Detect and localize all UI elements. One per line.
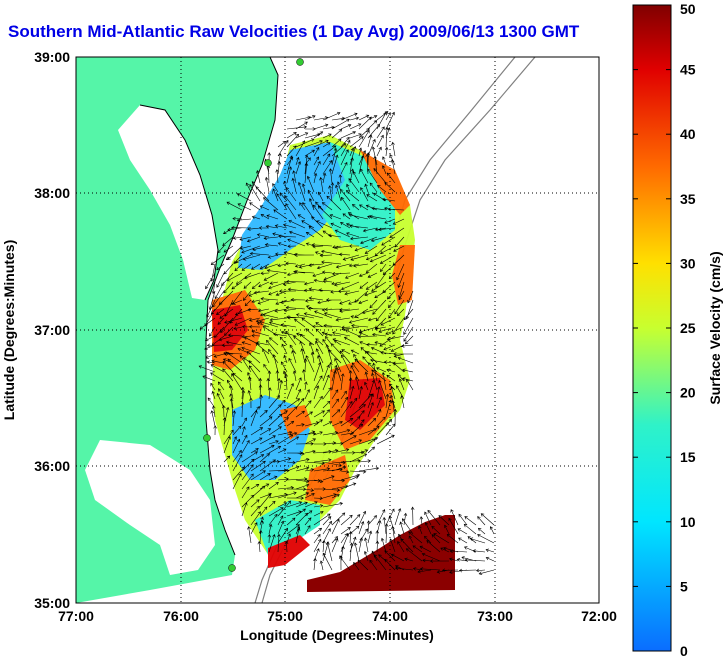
grid-lines — [76, 57, 599, 603]
high-velocity-swath — [307, 515, 455, 592]
map-title: Southern Mid-Atlantic Raw Velocities (1 … — [8, 22, 580, 41]
colorbar-tick-label: 50 — [680, 1, 696, 17]
x-tick-label: 77:00 — [58, 608, 94, 624]
velocity-arrows — [198, 111, 495, 575]
station-markers — [203, 58, 304, 572]
x-axis: 77:00 76:00 75:00 74:00 73:00 72:00 Long… — [58, 608, 617, 643]
y-axis: 39:00 38:00 37:00 36:00 35:00 Latitude (… — [1, 49, 70, 611]
y-tick-label: 35:00 — [34, 595, 70, 611]
x-tick-label: 76:00 — [163, 608, 199, 624]
y-tick-label: 38:00 — [34, 185, 70, 201]
colorbar-tick-label: 45 — [680, 62, 696, 78]
colorbar-tick-label: 20 — [680, 385, 696, 401]
y-tick-label: 39:00 — [34, 49, 70, 65]
colorbar-gradient — [632, 4, 672, 652]
colorbar-tick-label: 5 — [680, 578, 688, 594]
colorbar-tick-label: 30 — [680, 255, 696, 271]
inland-water — [118, 105, 218, 300]
colorbar-label: Surface Velocity (cm/s) — [707, 251, 723, 404]
y-axis-label: Latitude (Degrees:Minutes) — [1, 240, 17, 420]
arrow-vectors — [198, 111, 495, 575]
colorbar-tick-label: 15 — [680, 449, 696, 465]
colorbar-tick-label: 10 — [680, 514, 696, 530]
colorbar-tick-label: 25 — [680, 320, 696, 336]
x-tick-label: 72:00 — [581, 608, 617, 624]
x-tick-label: 73:00 — [477, 608, 513, 624]
y-tick-label: 37:00 — [34, 322, 70, 338]
x-tick-label: 75:00 — [267, 608, 303, 624]
y-tick-label: 36:00 — [34, 458, 70, 474]
colorbar: 0 5 10 15 20 25 30 35 40 45 50 Surface Velocity (c… — [632, 1, 723, 659]
x-tick-label: 74:00 — [372, 608, 408, 624]
colorbar-tick-label: 0 — [680, 643, 688, 659]
sound-water — [85, 440, 215, 575]
colorbar-tick-label: 40 — [680, 126, 696, 142]
x-axis-label: Longitude (Degrees:Minutes) — [240, 627, 434, 643]
colorbar-tick-label: 35 — [680, 191, 696, 207]
